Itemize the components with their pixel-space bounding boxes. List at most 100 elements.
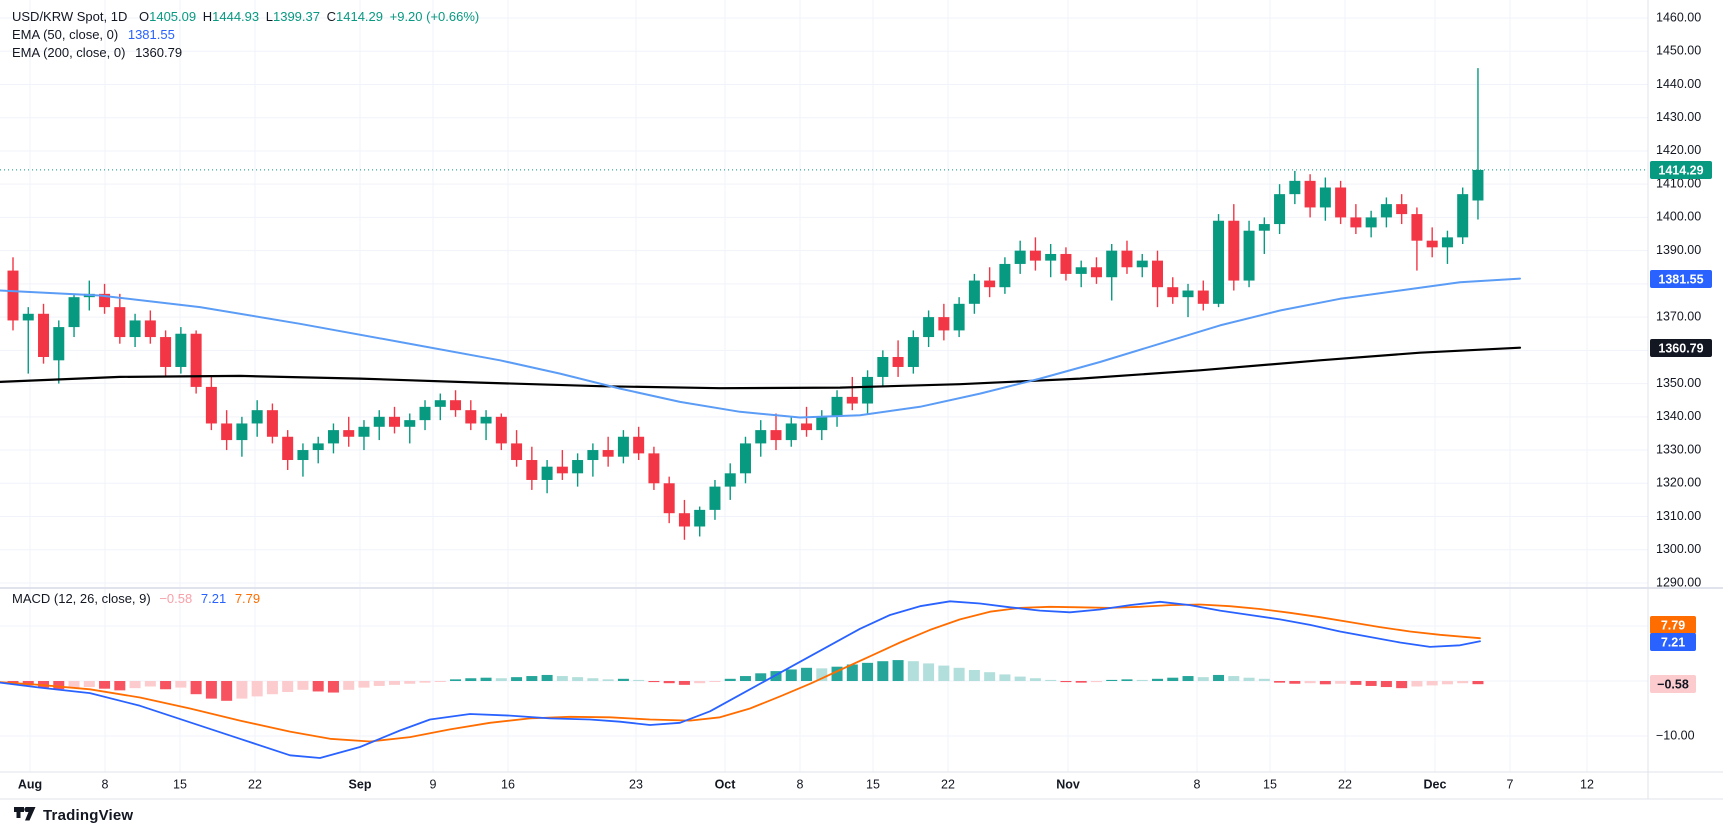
candle-body [663,483,675,514]
candle-body [877,356,889,377]
macd-histogram-bar [419,681,431,683]
candle-body [480,416,492,424]
candle-body [556,466,568,474]
candle-body [694,509,706,527]
time-axis-label: 8 [1194,777,1201,791]
time-axis-label: 8 [102,777,109,791]
candle-body [1136,260,1148,268]
time-scale[interactable] [0,772,1723,799]
price-axis-label: 1400.00 [1656,210,1701,224]
macd-histogram-bar [1426,681,1438,686]
macd-histogram-bar [83,681,95,688]
ema200-label: EMA (200, close, 0) [12,45,126,60]
price-axis-label: 1340.00 [1656,409,1701,423]
candle-body [709,486,721,510]
ema200-legend-row[interactable]: EMA (200, close, 0) 1360.79 [12,44,482,62]
time-axis-label: 22 [941,777,955,791]
macd-line [0,600,1481,759]
time-axis-label: 22 [1338,777,1352,791]
ema50-badge [1650,270,1712,288]
candle-body [968,280,980,304]
candle-body [801,423,813,431]
candle-body [282,436,294,461]
macd-histogram-bar [343,681,355,690]
candle-body [541,466,553,480]
time-axis-label: 15 [173,777,187,791]
macd-line-badge [1650,633,1696,651]
candle-body [572,460,584,474]
time-axis-label: 16 [501,777,515,791]
time-axis-label: Dec [1424,777,1447,791]
macd-histogram-bar [297,681,309,690]
candle-body [1014,250,1026,264]
candle-body [526,460,538,480]
macd-hist-badge [1650,675,1696,693]
macd-histogram-bar [1228,676,1240,681]
candle-body [1304,180,1316,208]
candle-body [1289,180,1301,195]
macd-histogram-bar [801,667,813,681]
macd-histogram-bar [862,662,874,681]
macd-histogram-bar [38,681,50,688]
macd-axis-label: −10.00 [1656,728,1695,742]
ema200-value: 1360.79 [135,45,183,60]
candle-body [1441,237,1453,248]
candle-body [175,333,187,367]
macd-histogram-bar [770,671,782,681]
ema50-label: EMA (50, close, 0) [12,27,119,42]
macd-histogram-bar [572,677,584,681]
macd-histogram-bar [1197,677,1209,681]
candle-body [755,430,767,444]
candle-body [495,416,507,444]
price-axis-label: 1430.00 [1656,110,1701,124]
macd-histogram-bar [1045,679,1057,681]
macd-histogram-bar [1365,681,1377,686]
ema50-badge-text: 1381.55 [1658,272,1703,286]
macd-histogram-bar [144,681,156,687]
last-price-badge-text: 1414.29 [1658,163,1703,177]
price-axis-label: 1410.00 [1656,176,1701,190]
macd-histogram-bar [1075,681,1087,683]
candle-body [724,473,736,487]
macd-histogram-bar [358,681,370,688]
candle-body [99,293,111,308]
candle-body [846,396,858,404]
macd-histogram-bar [251,681,263,697]
candle-body [1411,214,1423,241]
macd-histogram-bar [1243,677,1255,681]
price-scale[interactable] [1648,0,1723,772]
macd-histogram-bar [1441,681,1453,685]
candle-body [1121,250,1133,268]
macd-histogram-bar [831,666,843,681]
ema50-legend-row[interactable]: EMA (50, close, 0) 1381.55 [12,26,482,44]
macd-histogram-bar [1274,681,1286,683]
macd-signal-value: 7.79 [234,591,261,606]
ema50-line [0,277,1521,419]
macd-histogram-bar [129,681,141,689]
symbol-legend-row[interactable]: USD/KRW Spot, 1D O1405.09 H1444.93 L1399… [12,8,482,26]
price-axis-label: 1350.00 [1656,376,1701,390]
symbol-title: USD/KRW Spot, 1D [12,9,128,24]
macd-histogram-bar [816,668,828,681]
candle-body [68,297,80,328]
macd-histogram-bar [99,681,111,689]
candle-body [1045,253,1057,261]
macd-histogram-bar [1472,681,1484,685]
macd-hist-value: −0.58 [159,591,193,606]
macd-histogram-bar [1304,681,1316,684]
macd-histogram-bar [724,678,736,681]
macd-histogram-bar [495,678,507,681]
macd-legend-row[interactable]: MACD (12, 26, close, 9) −0.58 7.21 7.79 [12,591,265,606]
macd-histogram-bar [236,681,248,699]
high-label: H [202,9,213,24]
macd-histogram-bar [114,681,126,691]
time-axis-label: 12 [1580,777,1594,791]
macd-histogram-bar [1396,681,1408,689]
macd-histogram-bar [68,681,80,689]
candle-body [1213,220,1225,304]
macd-histogram-bar [1335,681,1347,684]
candle-body [53,327,65,361]
price-axis-label: 1320.00 [1656,476,1701,490]
tradingview-logo[interactable]: TradingView [14,805,133,825]
